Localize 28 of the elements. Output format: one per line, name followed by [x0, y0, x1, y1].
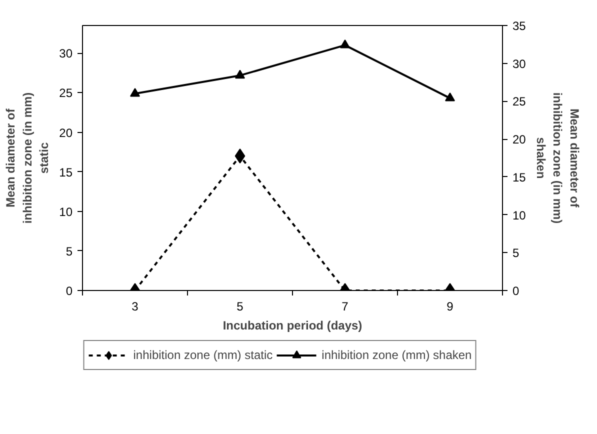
y2-tick-label: 15	[512, 170, 526, 184]
y-axis-title: Mean diameter of inhibition zone (in mm) static	[4, 92, 52, 224]
y-tick-label: 10	[59, 204, 73, 219]
y-tick-label: 5	[66, 244, 73, 258]
y2-tick-label: 5	[512, 246, 520, 260]
y2-tick-label: 35	[512, 19, 526, 33]
x-tick-label: 3	[132, 300, 139, 314]
x-tick-label: 9	[446, 300, 454, 314]
x-tick-label: 7	[342, 300, 349, 314]
x-axis-title: Incubation period (days)	[222, 318, 362, 332]
y-tick-label: 0	[66, 284, 73, 298]
y-tick-label: 30	[59, 46, 73, 61]
y2-tick-label: 0	[512, 284, 520, 298]
legend-label: inhibition zone (mm) shaken	[322, 348, 472, 362]
x-tick-label: 5	[236, 300, 244, 314]
point	[130, 88, 140, 97]
y2-tick-label: 20	[512, 132, 526, 147]
y2-tick-label: 25	[512, 94, 526, 109]
legend-label: inhibition zone (mm) static	[133, 348, 273, 362]
y2-axis-title: Mean diameter of inhibition zone (in mm) shaken	[534, 92, 582, 224]
y-tick-label: 20	[59, 126, 73, 140]
y2-tick-label: 10	[512, 208, 526, 222]
y-tick-label: 25	[59, 86, 73, 100]
y2-tick-label: 30	[512, 56, 526, 71]
y-tick-label: 15	[59, 165, 73, 180]
point	[235, 70, 245, 79]
point	[445, 92, 455, 102]
point	[340, 39, 350, 48]
